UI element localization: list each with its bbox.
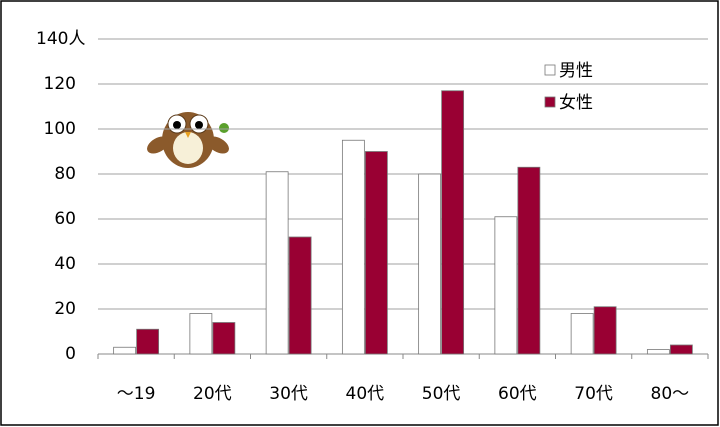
legend-swatch [544, 96, 556, 108]
bar [265, 171, 289, 355]
x-tick-label: 80～ [651, 384, 690, 404]
bar [441, 90, 465, 355]
bar [113, 346, 137, 355]
bar [593, 306, 617, 355]
legend-swatch [544, 64, 556, 76]
x-tick-label: 60代 [498, 384, 537, 404]
x-tick-label: ～19 [117, 384, 156, 404]
y-tick-label: 0 [65, 344, 76, 364]
y-tick-label: 20 [54, 299, 76, 319]
x-tick-label: 30代 [269, 384, 308, 404]
y-tick-label: 60 [54, 209, 76, 229]
y-tick-label: 100 [44, 119, 76, 139]
bar [570, 313, 594, 355]
bar [517, 166, 541, 355]
bar [136, 328, 160, 355]
bar [418, 173, 442, 355]
y-tick-label: 80 [54, 164, 76, 184]
x-tick-label: 50代 [422, 384, 461, 404]
y-tick-label: 140人 [36, 29, 85, 49]
bar [494, 216, 518, 355]
x-tick-label: 20代 [193, 384, 232, 404]
owl-illustration [147, 112, 229, 168]
y-tick-label: 120 [44, 74, 76, 94]
bar [341, 139, 365, 355]
x-tick-label: 70代 [574, 384, 613, 404]
bar [646, 349, 670, 355]
bar [212, 322, 236, 355]
x-tick-label: 40代 [346, 384, 385, 404]
bar [669, 344, 693, 355]
bar [288, 236, 312, 355]
legend-label: 女性 [559, 93, 593, 113]
y-tick-label: 40 [54, 254, 76, 274]
legend-label: 男性 [559, 61, 593, 81]
bar [189, 313, 213, 355]
bar [364, 151, 388, 355]
